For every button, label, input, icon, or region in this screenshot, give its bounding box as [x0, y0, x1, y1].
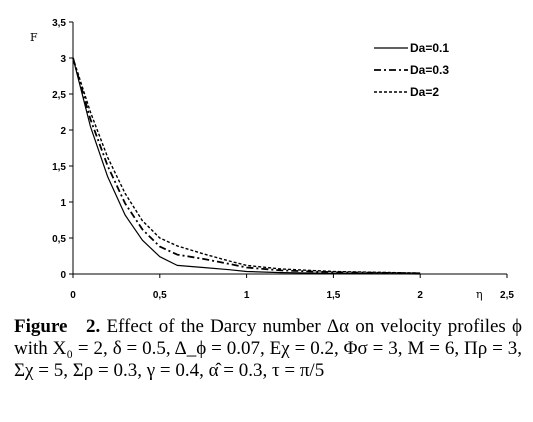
x-tick-label: 1	[244, 290, 250, 301]
y-tick-label: 2	[60, 126, 66, 137]
y-tick-label: 0	[60, 270, 66, 281]
x-tick-label: 1,5	[326, 290, 340, 301]
y-tick-label: 1	[60, 198, 66, 209]
series-line-1	[72, 57, 421, 275]
x-axis-label: η	[476, 288, 483, 301]
caption-text: Effect of the Darcy number Δα on velocit…	[14, 316, 523, 381]
x-tick-label: 2,5	[500, 290, 514, 301]
caption-number: 2.	[86, 316, 101, 337]
figure-caption: Figure 2. Effect of the Darcy number Δα …	[14, 316, 522, 382]
series-line-3	[72, 57, 421, 274]
x-tick-label: 2	[417, 290, 423, 301]
legend-label: Da=0.1	[410, 41, 449, 55]
y-tick-label: 3,5	[52, 18, 66, 29]
y-tick-label: 2,5	[52, 90, 66, 101]
axes: 0 0,5 1 1,5 2 2,5 3 3,5 0 0,5 1 1,5 2 2,5 Fη	[30, 18, 514, 301]
caption-label: Figure	[14, 316, 68, 337]
legend-label: Da=0.3	[410, 63, 449, 77]
series-line-2	[72, 57, 421, 275]
legend: Da=0.1 Da=0.3 Da=2	[374, 41, 449, 99]
x-tick-label: 0,5	[153, 290, 167, 301]
y-tick-label: 3	[60, 54, 66, 65]
y-axis-label: F	[30, 31, 38, 44]
chart: 00,511,522,533,50 0,5 1 1,5 2 2,5Fη Da=0.1Da=…	[30, 18, 514, 301]
y-tick-label: 1,5	[52, 162, 66, 173]
y-tick-label: 0,5	[52, 234, 66, 245]
legend-label: Da=2	[410, 85, 439, 99]
series-layer	[72, 57, 421, 275]
x-tick-label: 0	[70, 290, 76, 301]
